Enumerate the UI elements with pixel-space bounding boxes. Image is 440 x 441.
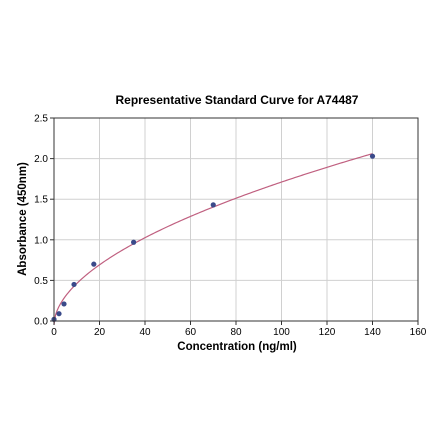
grid-lines — [53, 117, 419, 322]
data-point — [71, 281, 77, 288]
y-tick-label: 2.5 — [34, 114, 48, 125]
data-point — [56, 311, 62, 317]
x-tick-label: 40 — [139, 327, 151, 338]
fit-curve — [53, 153, 373, 325]
y-tick-label: 0.5 — [34, 276, 48, 287]
fit-curve-layer — [53, 153, 373, 325]
y-tick-label: 2.0 — [34, 154, 48, 165]
y-axis-label: Absorbance (450nm) — [17, 162, 29, 276]
data-point — [61, 301, 67, 307]
chart-title: Representative Standard Curve for A74487 — [116, 93, 359, 107]
data-point — [131, 239, 137, 245]
x-tick-label: 160 — [410, 327, 427, 338]
x-tick-label: 100 — [273, 327, 290, 338]
axis-ticks: 0 20 40 60 80 100 120 140 160 0.0 0.5 1.0 1.5 2.0 2.5 — [34, 114, 427, 339]
x-tick-label: 140 — [364, 327, 381, 338]
x-tick-label: 120 — [319, 327, 336, 338]
x-tick-label: 60 — [185, 327, 197, 338]
data-point — [369, 153, 376, 159]
x-tick-label: 80 — [230, 327, 242, 338]
y-tick-label: 1.0 — [34, 235, 48, 246]
y-tick-label: 0.0 — [34, 317, 48, 328]
y-tick-label: 1.5 — [34, 195, 48, 206]
x-tick-label: 20 — [94, 327, 106, 338]
data-point — [91, 261, 97, 267]
x-tick-label: 0 — [51, 327, 57, 338]
data-point — [210, 202, 216, 208]
x-axis-label: Concentration (ng/ml) — [177, 341, 297, 353]
